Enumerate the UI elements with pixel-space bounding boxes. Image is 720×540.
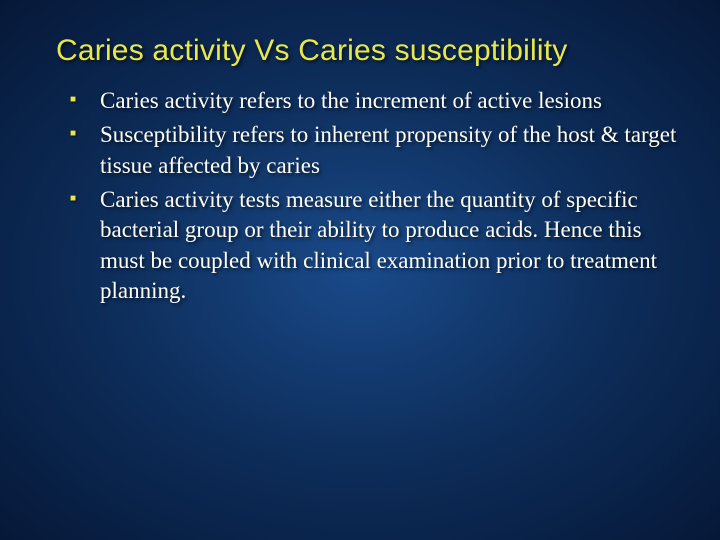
slide-container: Caries activity Vs Caries susceptibility… [0,0,720,540]
list-item: Caries activity tests measure either the… [64,185,680,306]
list-item: Susceptibility refers to inherent propen… [64,120,680,181]
bullet-list: Caries activity refers to the increment … [56,86,688,307]
slide-title: Caries activity Vs Caries susceptibility [56,34,688,68]
list-item: Caries activity refers to the increment … [64,86,680,116]
